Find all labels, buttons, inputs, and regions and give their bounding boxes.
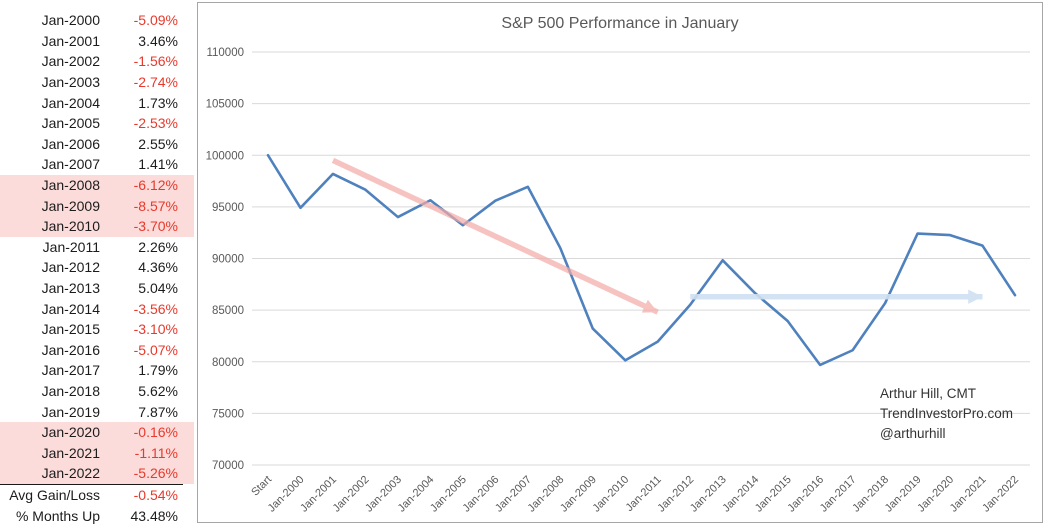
table-row: Jan-2015 -3.10% xyxy=(0,319,194,340)
table-row: Jan-2012 4.36% xyxy=(0,257,194,278)
row-value[interactable]: 5.62% xyxy=(138,382,178,399)
row-label[interactable]: Jan-2001 xyxy=(41,32,100,49)
row-label[interactable]: Jan-2010 xyxy=(41,218,100,235)
row-value[interactable]: -2.53% xyxy=(133,115,178,132)
table-row: Jan-2020 -0.16% xyxy=(0,421,194,443)
chart-annotation: Arthur Hill, CMT TrendInvestorPro.com @a… xyxy=(880,384,1013,444)
row-value[interactable]: 2.55% xyxy=(138,135,178,152)
row-label[interactable]: Jan-2008 xyxy=(41,177,100,194)
row-value[interactable]: -5.09% xyxy=(133,12,178,29)
row-label[interactable]: Jan-2000 xyxy=(41,12,100,29)
row-value[interactable]: 5.04% xyxy=(138,280,178,297)
table-row: Jan-2018 5.62% xyxy=(0,381,194,402)
table-row: Jan-2005 -2.53% xyxy=(0,113,194,134)
y-tick-label: 70000 xyxy=(212,460,244,472)
table-row: Jan-2022 -5.26% xyxy=(0,463,194,484)
series-line xyxy=(266,153,1017,367)
table-row: Jan-2000 -5.09% xyxy=(0,10,194,31)
row-value[interactable]: -3.56% xyxy=(133,300,178,317)
y-tick-label: 85000 xyxy=(212,305,244,317)
table-row: Jan-2017 1.79% xyxy=(0,360,194,381)
table-row: Jan-2014 -3.56% xyxy=(0,298,194,319)
row-value[interactable]: -2.74% xyxy=(133,74,178,91)
row-label[interactable]: Jan-2009 xyxy=(41,197,100,214)
downtrend-arrow xyxy=(331,157,659,315)
row-value[interactable]: 43.48% xyxy=(130,507,178,524)
row-label[interactable]: Jan-2003 xyxy=(41,74,100,91)
row-label[interactable]: % Months Up xyxy=(15,507,100,524)
table-row: Jan-2019 7.87% xyxy=(0,401,194,422)
y-tick-label: 90000 xyxy=(212,254,244,266)
row-label[interactable]: Jan-2020 xyxy=(41,424,100,441)
y-tick-label: 75000 xyxy=(212,408,244,420)
table-row: Jan-2009 -8.57% xyxy=(0,195,194,216)
row-label[interactable]: Avg Gain/Loss xyxy=(9,486,100,503)
row-label[interactable]: Jan-2017 xyxy=(41,362,100,379)
row-value[interactable]: 2.26% xyxy=(138,238,178,255)
table-row: Jan-2001 3.46% xyxy=(0,31,194,52)
annotation-website: TrendInvestorPro.com xyxy=(880,406,1014,421)
chart-panel[interactable]: 70000 75000 80000 85000 90000 95000 100000 1050… xyxy=(197,2,1043,523)
summary-row: Avg Gain/Loss -0.54% xyxy=(0,485,194,506)
table-row: Jan-2006 2.55% xyxy=(0,134,194,155)
row-value[interactable]: 1.41% xyxy=(138,156,178,173)
row-value[interactable]: -3.10% xyxy=(133,321,178,338)
row-label[interactable]: Jan-2012 xyxy=(41,259,100,276)
table-row: Jan-2003 -2.74% xyxy=(0,72,194,93)
row-value[interactable]: -5.26% xyxy=(133,465,178,482)
x-tick-label: Jan-2022 xyxy=(980,474,1021,515)
row-value[interactable]: 4.36% xyxy=(138,259,178,276)
annotation-author: Arthur Hill, CMT xyxy=(880,386,977,401)
row-label[interactable]: Jan-2021 xyxy=(41,444,100,461)
chart-title: S&P 500 Performance in January xyxy=(501,15,739,32)
row-value[interactable]: 3.46% xyxy=(138,32,178,49)
row-label[interactable]: Jan-2015 xyxy=(41,321,100,338)
row-label[interactable]: Jan-2013 xyxy=(41,280,100,297)
annotation-handle: @arthurhill xyxy=(880,426,946,441)
table-row: Jan-2008 -6.12% xyxy=(0,174,194,196)
row-label[interactable]: Jan-2022 xyxy=(41,465,100,482)
row-label[interactable]: Jan-2016 xyxy=(41,341,100,358)
table-row: Jan-2010 -3.70% xyxy=(0,215,194,237)
table-row: Jan-2021 -1.11% xyxy=(0,442,194,464)
row-value[interactable]: -0.16% xyxy=(133,424,178,441)
table-row: Jan-2013 5.04% xyxy=(0,278,194,299)
table-row: Jan-2007 1.41% xyxy=(0,154,194,175)
row-label[interactable]: Jan-2005 xyxy=(41,115,100,132)
row-value[interactable]: 1.79% xyxy=(138,362,178,379)
table-row: Jan-2002 -1.56% xyxy=(0,51,194,72)
row-label[interactable]: Jan-2004 xyxy=(41,94,100,111)
x-tick-label: Start xyxy=(249,474,274,499)
y-tick-label: 95000 xyxy=(212,202,244,214)
row-label[interactable]: Jan-2018 xyxy=(41,382,100,399)
row-value[interactable]: -6.12% xyxy=(133,177,178,194)
table-row: Jan-2004 1.73% xyxy=(0,92,194,113)
y-tick-label: 105000 xyxy=(206,99,244,111)
row-label[interactable]: Jan-2007 xyxy=(41,156,100,173)
table-row: Jan-2016 -5.07% xyxy=(0,340,194,361)
row-label[interactable]: Jan-2019 xyxy=(41,403,100,420)
row-value[interactable]: -0.54% xyxy=(133,486,178,503)
row-label[interactable]: Jan-2002 xyxy=(41,53,100,70)
row-value[interactable]: -3.70% xyxy=(133,218,178,235)
row-value[interactable]: -1.11% xyxy=(134,444,178,461)
row-label[interactable]: Jan-2006 xyxy=(41,135,100,152)
row-value[interactable]: -1.56% xyxy=(133,53,178,70)
row-value[interactable]: 1.73% xyxy=(138,94,178,111)
y-tick-label: 100000 xyxy=(206,150,244,162)
line-chart: 70000 75000 80000 85000 90000 95000 100000 1050… xyxy=(206,47,1030,515)
row-value[interactable]: -8.57% xyxy=(133,197,178,214)
january-returns-table: Jan-2000 -5.09% Jan-2001 3.46% Jan-2002 -1.56… xyxy=(0,10,194,526)
row-value[interactable]: 7.87% xyxy=(138,403,178,420)
y-tick-label: 80000 xyxy=(212,357,244,369)
row-label[interactable]: Jan-2011 xyxy=(42,238,100,255)
table-row: Jan-2011 2.26% xyxy=(0,237,194,258)
y-tick-label: 110000 xyxy=(206,47,244,59)
summary-separator xyxy=(0,483,183,485)
row-value[interactable]: -5.07% xyxy=(133,341,178,358)
row-label[interactable]: Jan-2014 xyxy=(41,300,100,317)
summary-row: % Months Up 43.48% xyxy=(0,505,194,526)
